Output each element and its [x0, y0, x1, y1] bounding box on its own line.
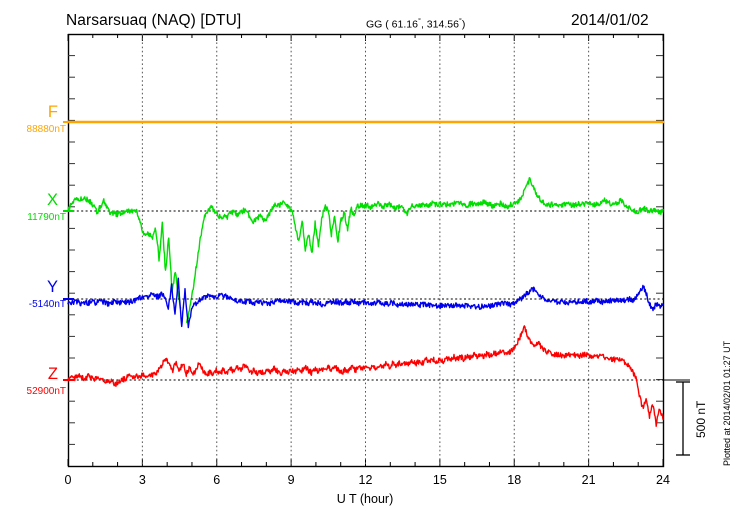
trace-X — [67, 177, 664, 323]
component-symbol-Z: Z — [47, 365, 58, 383]
x-tick-label: 9 — [287, 473, 295, 487]
component-label-Y: Y -5140nT — [0, 279, 66, 310]
x-tick-label: 18 — [507, 473, 522, 487]
component-symbol-F: F — [47, 103, 58, 121]
component-symbol-Y: Y — [46, 278, 58, 296]
x-tick-label: 21 — [581, 473, 596, 487]
component-baseline-X: 11790nT — [27, 211, 66, 223]
x-tick-label: 6 — [213, 473, 221, 487]
plot-date: 2014/01/02 — [571, 12, 649, 29]
x-axis-title: U T (hour) — [336, 492, 394, 506]
scale-bar-label: 500 nT — [694, 400, 708, 438]
trace-Z — [67, 325, 664, 427]
component-baseline-Y: -5140nT — [28, 298, 66, 310]
geographic-coordinates: GG ( 61.16°, 314.56°) — [366, 16, 465, 31]
component-baseline-F: 88880nT — [26, 123, 66, 135]
degree-symbol-lat: ° — [417, 16, 421, 25]
x-tick-label: 0 — [64, 473, 72, 487]
plotted-timestamp: Plotted at 2014/02/01 01:27 UT — [722, 340, 730, 466]
degree-symbol-lon: ° — [458, 16, 462, 25]
x-tick-label: 24 — [656, 473, 670, 487]
station-title: Narsarsuaq (NAQ) [DTU] — [66, 12, 242, 29]
geo-latitude: 61.16 — [391, 18, 418, 31]
component-baseline-Z: 52900nT — [26, 385, 66, 397]
component-label-X: X 11790nT — [0, 192, 66, 223]
geo-prefix: GG ( — [366, 18, 392, 31]
component-label-F: F 88880nT — [0, 104, 66, 135]
x-tick-label: 15 — [432, 473, 447, 487]
geo-separator: , — [420, 18, 427, 31]
x-tick-label: 3 — [138, 473, 146, 487]
x-tick-label: 12 — [358, 473, 373, 487]
geo-longitude: 314.56 — [426, 18, 459, 31]
component-symbol-X: X — [46, 191, 58, 209]
geo-suffix: ) — [461, 18, 466, 31]
component-label-Z: Z 52900nT — [0, 366, 66, 397]
trace-Y — [67, 277, 664, 329]
